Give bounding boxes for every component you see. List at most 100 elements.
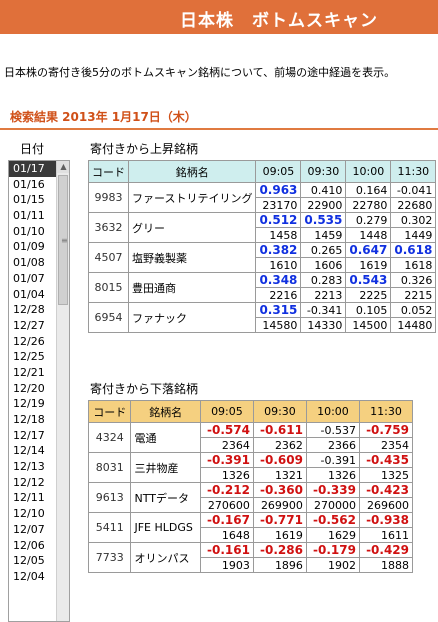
stock-code: 5411 xyxy=(87,512,132,543)
change-value: 0.647 xyxy=(345,242,392,258)
date-list-item[interactable]: 12/18 xyxy=(13,413,45,426)
table-row: 9983 ファーストリテイリング 0.963 0.410 0.164 -0.041 xyxy=(88,182,437,213)
date-list-item[interactable]: 12/17 xyxy=(13,428,45,442)
change-value: -0.429 xyxy=(358,542,414,558)
date-list-item[interactable]: 12/12 xyxy=(13,475,45,489)
column-header: 09:30 xyxy=(300,160,347,183)
stock-name: JFE HLDGS xyxy=(130,512,201,543)
page-header: 日本株 ボトムスキャン xyxy=(0,0,438,34)
date-list-item[interactable]: 12/10 xyxy=(13,507,45,521)
table-header-row: コード 銘柄名 09:05 09:30 10:00 11:30 xyxy=(87,400,414,423)
date-list-item[interactable]: 01/07 xyxy=(13,271,45,285)
change-value: -0.339 xyxy=(305,482,360,498)
date-list-item[interactable]: 12/26 xyxy=(13,334,45,348)
change-value: -0.391 xyxy=(305,452,360,468)
table-row: 1326 1321 1326 1325 xyxy=(89,467,414,483)
stock-code: 9613 xyxy=(87,482,132,513)
change-value: 0.410 xyxy=(300,182,347,198)
column-header: 10:00 xyxy=(305,400,360,423)
price-value: 14580 xyxy=(255,317,302,333)
divider xyxy=(0,128,438,130)
change-value: -0.041 xyxy=(390,182,437,198)
falling-table: コード 銘柄名 09:05 09:30 10:00 11:30 4324 電通 -0.574 -0… xyxy=(87,400,414,573)
price-value: 2354 xyxy=(358,437,414,453)
column-header: 銘柄名 xyxy=(127,160,257,183)
price-value: 22780 xyxy=(345,197,392,213)
change-value: -0.938 xyxy=(358,512,414,528)
date-list-item[interactable]: 01/09 xyxy=(13,240,45,254)
change-value: -0.611 xyxy=(252,422,307,438)
change-value: 0.283 xyxy=(300,272,347,288)
table-row: 1648 1619 1629 1611 xyxy=(89,527,414,543)
date-list-scrollbar[interactable]: ▲ ≡ xyxy=(56,161,69,621)
date-list-item[interactable]: 12/07 xyxy=(13,522,45,536)
table-row: 23170 22900 22780 22680 xyxy=(89,197,437,213)
price-value: 1619 xyxy=(345,257,392,273)
change-value: -0.286 xyxy=(252,542,307,558)
date-list-item[interactable]: 01/16 xyxy=(13,177,45,191)
price-value: 1448 xyxy=(345,227,392,243)
date-listbox[interactable]: 01/17 01/16 01/15 01/11 01/10 01/09 01/08 01/07… xyxy=(8,160,70,622)
price-value: 2366 xyxy=(305,437,360,453)
date-list-item[interactable]: 01/08 xyxy=(13,256,45,270)
price-value: 270600 xyxy=(199,497,254,513)
table-row: 1903 1896 1902 1888 xyxy=(89,557,414,573)
date-list-item[interactable]: 12/14 xyxy=(13,444,45,458)
date-list-item[interactable]: 01/17 xyxy=(9,161,56,177)
table-row: 4507 塩野義製薬 0.382 0.265 0.647 0.618 xyxy=(88,242,437,273)
date-list-item[interactable]: 01/11 xyxy=(13,209,45,223)
stock-name: 電通 xyxy=(130,422,201,453)
date-list-item[interactable]: 12/27 xyxy=(13,318,45,332)
column-header: 銘柄名 xyxy=(130,400,201,423)
scroll-up-arrow-icon[interactable]: ▲ xyxy=(57,161,69,173)
change-value: 0.618 xyxy=(390,242,437,258)
date-list-item[interactable]: 12/13 xyxy=(13,460,45,474)
stock-name: ファーストリテイリング xyxy=(127,182,257,213)
price-value: 22680 xyxy=(390,197,437,213)
date-list-item[interactable]: 12/06 xyxy=(13,538,45,552)
date-list-item[interactable]: 01/15 xyxy=(13,193,45,207)
table-row: 1458 1459 1448 1449 xyxy=(89,227,437,243)
scrollbar-thumb[interactable]: ≡ xyxy=(58,175,68,305)
table-row: 8031 三井物産 -0.391 -0.609 -0.391 -0.435 xyxy=(87,452,414,483)
price-value: 14480 xyxy=(390,317,437,333)
change-value: -0.574 xyxy=(199,422,254,438)
price-value: 23170 xyxy=(255,197,302,213)
grip-icon: ≡ xyxy=(61,236,68,245)
price-value: 1611 xyxy=(358,527,414,543)
price-value: 1618 xyxy=(390,257,437,273)
price-value: 1902 xyxy=(305,557,360,573)
price-value: 2215 xyxy=(390,287,437,303)
price-value: 1321 xyxy=(252,467,307,483)
price-value: 1896 xyxy=(252,557,307,573)
table-row: 3632 グリー 0.512 0.535 0.279 0.302 xyxy=(88,212,437,243)
date-list-item[interactable]: 12/04 xyxy=(13,569,45,583)
rising-title: 寄付きから上昇銘柄 xyxy=(90,142,199,156)
rising-table: コード 銘柄名 09:05 09:30 10:00 11:30 9983 ファーストリテイリン… xyxy=(88,160,437,333)
date-list-item[interactable]: 12/19 xyxy=(13,397,45,411)
date-list-item[interactable]: 12/21 xyxy=(13,365,45,379)
table-row: 4324 電通 -0.574 -0.611 -0.537 -0.759 xyxy=(87,422,414,453)
date-list-item[interactable]: 12/11 xyxy=(13,491,45,505)
date-list-item[interactable]: 12/28 xyxy=(13,303,45,317)
date-list-item[interactable]: 01/04 xyxy=(13,287,45,301)
change-value: 0.265 xyxy=(300,242,347,258)
price-value: 1326 xyxy=(305,467,360,483)
price-value: 1629 xyxy=(305,527,360,543)
date-list-item[interactable]: 01/10 xyxy=(13,224,45,238)
table-row: 7733 オリンパス -0.161 -0.286 -0.179 -0.429 xyxy=(87,542,414,573)
change-value: 0.315 xyxy=(255,302,302,318)
change-value: 0.326 xyxy=(390,272,437,288)
date-list-item[interactable]: 12/05 xyxy=(13,554,45,568)
price-value: 1459 xyxy=(300,227,347,243)
price-value: 1449 xyxy=(390,227,437,243)
price-value: 2362 xyxy=(252,437,307,453)
stock-name: NTTデータ xyxy=(130,482,201,513)
price-value: 1610 xyxy=(255,257,302,273)
date-list-item[interactable]: 12/25 xyxy=(13,350,45,364)
change-value: -0.179 xyxy=(305,542,360,558)
change-value: 0.164 xyxy=(345,182,392,198)
change-value: 0.963 xyxy=(255,182,302,198)
change-value: -0.341 xyxy=(300,302,347,318)
date-list-item[interactable]: 12/20 xyxy=(13,381,45,395)
